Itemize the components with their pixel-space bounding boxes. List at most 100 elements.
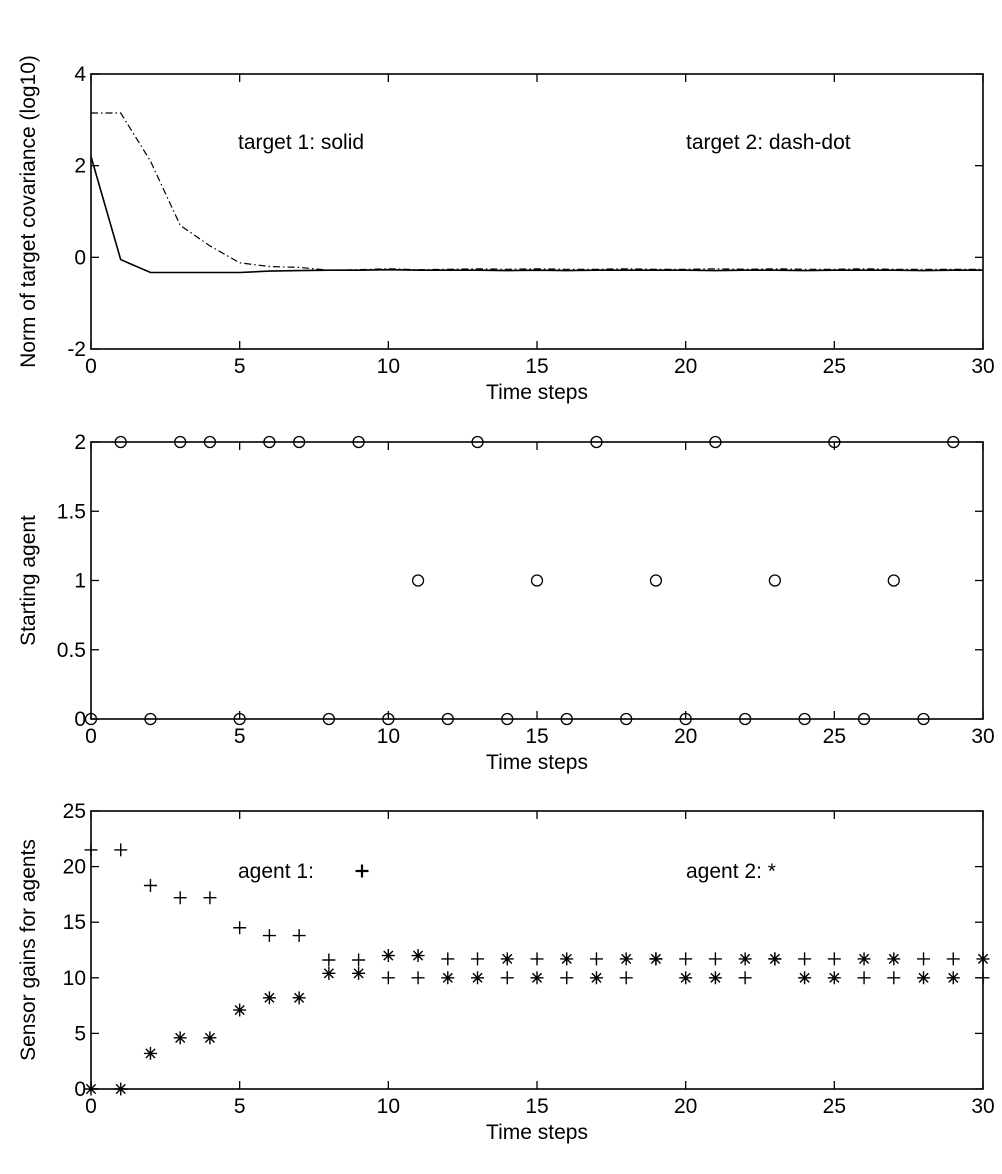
y-axis-label: Norm of target covariance (log10) (17, 55, 40, 368)
y-tick-label: 4 (74, 63, 86, 86)
data-point-asterisk (619, 952, 633, 966)
data-point-plus (114, 843, 128, 857)
data-point-plus (679, 952, 693, 966)
data-point-asterisk (173, 1031, 187, 1045)
x-axis-label: Time steps (486, 751, 588, 774)
x-tick-label: 5 (234, 725, 246, 748)
x-tick-label: 10 (377, 1095, 400, 1118)
data-point-asterisk (827, 971, 841, 985)
data-point-plus (887, 971, 901, 985)
x-tick-label: 10 (377, 725, 400, 748)
y-tick-label: 5 (74, 1022, 86, 1045)
data-point-asterisk (233, 1003, 247, 1017)
x-tick-label: 20 (674, 355, 697, 378)
y-tick-label: -2 (67, 338, 86, 361)
data-point-plus (292, 929, 306, 943)
x-tick-label: 10 (377, 355, 400, 378)
x-tick-label: 30 (971, 725, 994, 748)
annotation-label: agent 2: * (686, 860, 776, 883)
data-point-asterisk (798, 971, 812, 985)
data-point-circle (887, 574, 900, 587)
y-tick-label: 2 (74, 431, 86, 454)
x-axis-label: Time steps (486, 1121, 588, 1144)
data-point-asterisk (500, 952, 514, 966)
data-point-asterisk (143, 1046, 157, 1060)
data-point-asterisk (530, 971, 544, 985)
data-point-circle (411, 574, 425, 587)
data-point-asterisk (560, 952, 574, 966)
y-axis-label: Sensor gains for agents (17, 839, 40, 1061)
x-tick-label: 15 (525, 355, 548, 378)
y-tick-label: 0.5 (57, 639, 86, 662)
data-point-plus (203, 891, 217, 905)
x-tick-label: 20 (674, 725, 697, 748)
data-point-plus (708, 952, 722, 966)
data-point-asterisk (857, 952, 871, 966)
data-point-asterisk (352, 966, 366, 980)
data-point-plus (322, 953, 336, 967)
x-tick-label: 15 (525, 1095, 548, 1118)
data-point-plus (946, 952, 960, 966)
series-line-1 (90, 156, 983, 274)
data-point-plus (738, 971, 752, 985)
x-tick-label: 30 (971, 1095, 994, 1118)
data-point-asterisk (441, 971, 455, 985)
x-tick-label: 20 (674, 1095, 697, 1118)
y-tick-label: 1 (74, 570, 86, 593)
x-tick-label: 30 (971, 355, 994, 378)
data-point-plus (589, 952, 603, 966)
data-point-circle (768, 574, 782, 587)
x-tick-label: 5 (234, 355, 246, 378)
data-point-plus (857, 971, 871, 985)
annotation-label: target 1: solid (238, 131, 364, 154)
data-point-asterisk (411, 949, 425, 963)
data-point-plus (173, 891, 187, 905)
data-point-plus (233, 921, 247, 935)
y-tick-label: 20 (63, 856, 86, 879)
data-point-plus (619, 971, 633, 985)
y-tick-label: 1.5 (57, 500, 86, 523)
y-tick-label: 15 (63, 911, 86, 934)
data-point-plus (500, 971, 514, 985)
data-point-asterisk (292, 991, 306, 1005)
x-tick-label: 0 (85, 355, 97, 378)
data-point-plus (560, 971, 574, 985)
data-point-plus (441, 952, 455, 966)
data-point-asterisk (887, 952, 901, 966)
data-point-asterisk (679, 971, 693, 985)
y-tick-label: 0 (74, 1078, 86, 1101)
data-point-asterisk (649, 952, 663, 966)
y-tick-label: 2 (74, 155, 86, 178)
x-tick-label: 5 (234, 1095, 246, 1118)
y-tick-label: 0 (74, 708, 86, 731)
data-point-circle (649, 574, 663, 587)
legend-plus-marker (355, 864, 369, 878)
data-point-asterisk (708, 971, 722, 985)
y-tick-label: 10 (63, 967, 86, 990)
starting-agent-panel: 0 5 10 15 20 25 30 0 0.5 1 1.5 2 Time steps Starting … (17, 431, 995, 774)
data-point-plus (262, 929, 276, 943)
data-point-plus (471, 952, 485, 966)
data-point-plus (352, 953, 366, 967)
series-line-2 (91, 112, 983, 271)
annotation-label: agent 1: (238, 860, 314, 883)
data-point-plus (827, 952, 841, 966)
x-tick-label: 25 (823, 1095, 846, 1118)
data-point-asterisk (946, 971, 960, 985)
x-tick-label: 15 (525, 725, 548, 748)
data-point-plus (530, 952, 544, 966)
data-point-asterisk (917, 971, 931, 985)
annotation-label: target 2: dash-dot (686, 131, 851, 154)
x-tick-label: 0 (85, 725, 97, 748)
data-point-asterisk (203, 1031, 217, 1045)
data-point-plus (917, 952, 931, 966)
data-point-plus (411, 971, 425, 985)
x-tick-label: 0 (85, 1095, 97, 1118)
x-tick-label: 25 (823, 725, 846, 748)
y-tick-label: 25 (63, 800, 86, 823)
data-point-asterisk (381, 949, 395, 963)
data-point-asterisk (589, 971, 603, 985)
y-tick-label: 0 (74, 246, 86, 269)
